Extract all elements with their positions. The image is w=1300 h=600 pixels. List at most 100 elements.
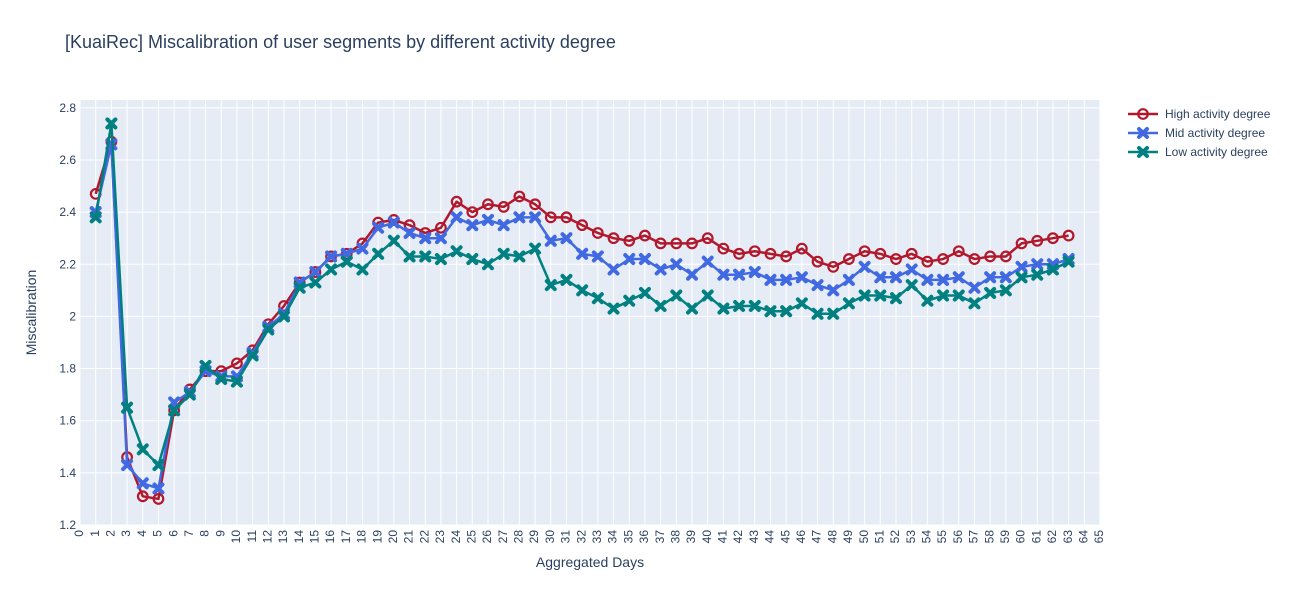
series-low-activity-degree [89,117,1075,472]
data-point [905,279,918,292]
x-tick-label: 65 [1092,530,1106,544]
x-tick-label: 46 [794,530,808,544]
data-point [136,477,149,490]
data-point [842,297,855,310]
data-point [795,297,808,310]
data-point [419,250,432,263]
data-point [576,247,589,260]
x-tick-label: 47 [810,530,824,544]
x-tick-label: 42 [731,530,745,544]
x-tick-label: 4 [135,530,149,537]
legend-item-high-activity-degree[interactable]: High activity degree [1125,104,1270,123]
data-point [795,271,808,284]
legend-item-mid-activity-degree[interactable]: Mid activity degree [1125,123,1270,142]
legend-label: High activity degree [1165,106,1271,121]
x-tick-label: 23 [433,530,447,544]
data-point [623,234,636,247]
data-point [874,271,887,284]
x-tick-label: 52 [888,530,902,544]
data-point [952,289,965,302]
data-point [262,323,275,336]
data-point [544,279,557,292]
x-tick-label: 54 [920,530,934,544]
data-point [1015,237,1028,250]
x-tick-label: 39 [684,530,698,544]
data-point [921,273,934,286]
data-point [136,490,149,503]
data-point [121,401,134,414]
x-tick-label: 15 [308,530,322,544]
data-point [387,216,400,229]
data-point [356,242,369,255]
x-tick-label: 48 [825,530,839,544]
x-tick-label: 25 [464,530,478,544]
x-tick-label: 37 [653,530,667,544]
data-point [623,294,636,307]
data-point [482,198,494,211]
data-point [387,234,400,247]
legend-swatch [1128,126,1158,139]
data-point [795,242,808,255]
data-point [450,195,463,208]
data-point [497,219,510,232]
x-tick-label: 55 [935,530,949,544]
data-point [858,289,871,302]
x-tick-label: 33 [590,530,604,544]
data-point [968,253,981,265]
x-tick-label: 59 [998,530,1012,544]
x-tick-label: 6 [166,530,180,537]
legend-item-low-activity-degree[interactable]: Low activity degree [1125,142,1270,161]
data-point [858,260,871,273]
data-point [230,375,243,388]
x-tick-label: 58 [982,530,996,544]
data-point [576,284,589,297]
x-tick-label: 30 [543,530,557,544]
y-tick-label: 1.6 [59,414,76,428]
legend-label: Low activity degree [1165,144,1268,159]
x-tick-label: 29 [527,530,541,544]
data-point [403,219,416,232]
y-tick-label: 2.4 [59,205,76,219]
data-point [937,273,950,286]
data-point [733,268,746,281]
y-tick-label: 1.4 [59,466,76,480]
data-point [968,297,981,310]
data-point [654,299,667,312]
data-point [136,443,149,456]
data-point [811,279,824,292]
data-point [1062,229,1075,242]
x-tick-label: 45 [778,530,792,544]
data-point [701,232,714,245]
data-point [937,289,950,302]
data-point [215,372,228,385]
data-point [403,250,416,263]
data-point [952,245,965,258]
data-point [780,250,793,263]
x-tick-label: 51 [872,530,886,544]
x-tick-label: 24 [449,530,463,544]
data-point [466,219,479,232]
data-point [984,250,997,263]
x-tick-label: 9 [213,530,227,537]
y-tick-label: 1.8 [59,362,76,376]
x-tick-label: 19 [370,530,384,544]
data-point [403,226,416,239]
legend-swatch [1128,107,1158,120]
x-tick-label: 18 [355,530,369,544]
data-point [984,271,997,284]
data-point [1137,145,1149,158]
data-point [529,242,542,255]
data-point [717,302,730,315]
data-point [843,253,855,265]
x-tick-label: 50 [857,530,871,544]
data-point [733,299,746,312]
data-point [591,292,604,305]
data-point [168,404,181,417]
data-point [638,253,651,266]
x-tick-label: 64 [1076,530,1090,544]
data-point [921,255,934,268]
x-tick-label: 16 [323,530,337,544]
legend-swatch [1128,145,1158,158]
x-tick-label: 56 [951,530,965,544]
data-point [937,253,949,265]
